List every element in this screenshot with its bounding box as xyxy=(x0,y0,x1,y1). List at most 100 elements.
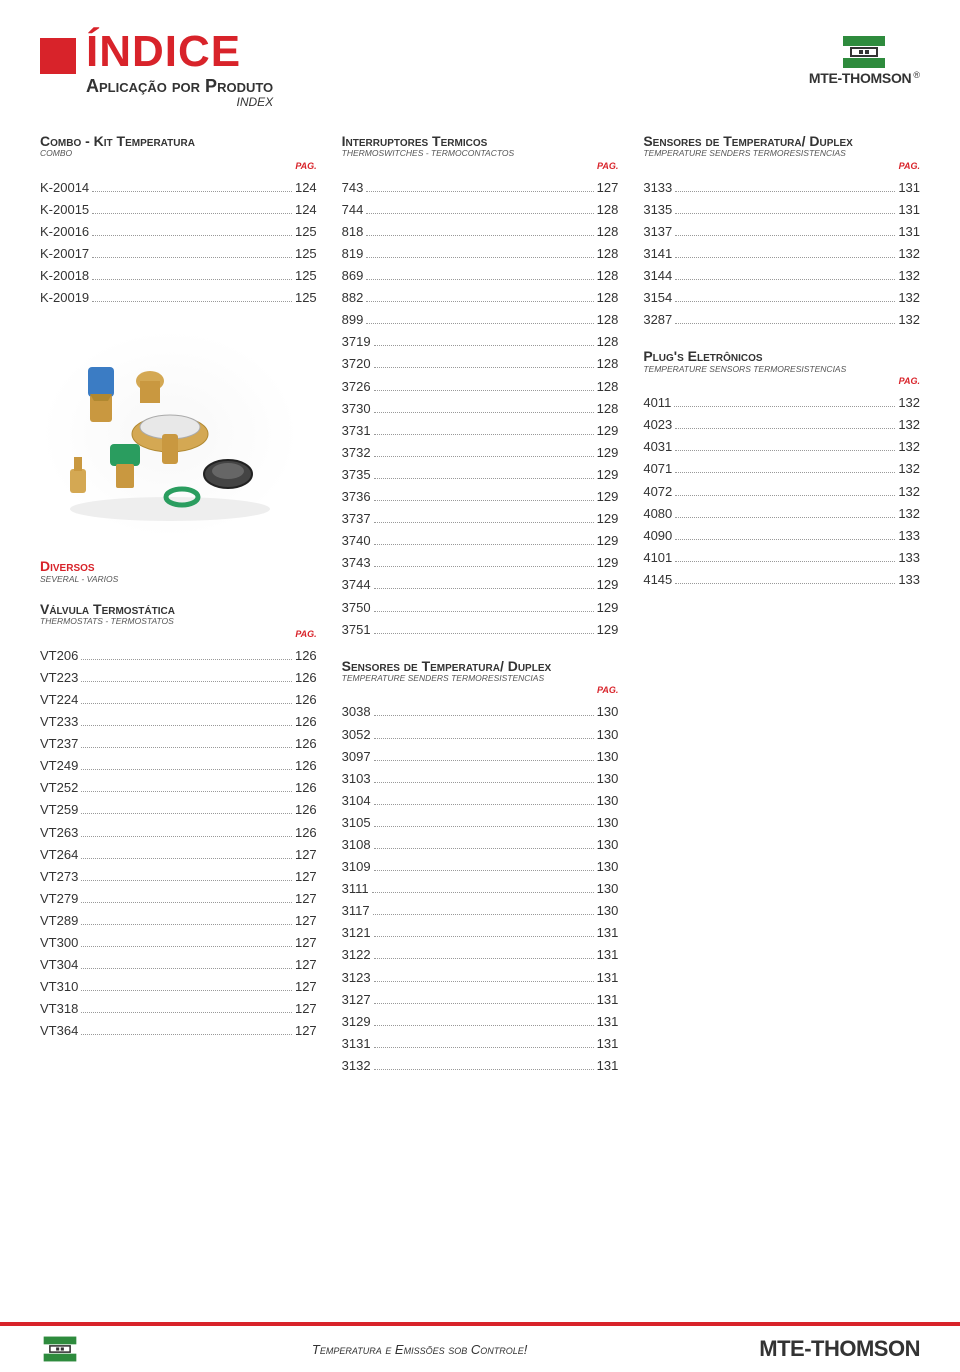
index-label: 4011 xyxy=(643,392,671,414)
index-dots xyxy=(675,257,895,258)
index-dots xyxy=(374,633,594,634)
index-dots xyxy=(81,747,292,748)
index-page: 127 xyxy=(295,932,317,954)
index-label: K-20019 xyxy=(40,287,89,309)
index-label: VT279 xyxy=(40,888,78,910)
index-dots xyxy=(81,791,292,792)
index-label: 3111 xyxy=(342,878,369,900)
index-label: 3730 xyxy=(342,398,371,420)
index-label: VT304 xyxy=(40,954,78,976)
index-label: 882 xyxy=(342,287,364,309)
index-dots xyxy=(81,902,292,903)
brand-logo: MTE-THOMSON® xyxy=(809,34,920,88)
index-label: 3133 xyxy=(643,177,672,199)
index-label: 3744 xyxy=(342,574,371,596)
index-page: 128 xyxy=(597,376,619,398)
index-dots xyxy=(675,472,895,473)
index-row: VT233126 xyxy=(40,711,317,733)
index-row: 3123131 xyxy=(342,967,619,989)
index-dots xyxy=(675,301,895,302)
trademark-symbol: ® xyxy=(913,70,920,80)
index-row: 3104130 xyxy=(342,790,619,812)
index-row: VT224126 xyxy=(40,689,317,711)
content-columns: Combo - Kit Temperatura COMBO PAG. K-200… xyxy=(40,134,920,1095)
index-label: 3052 xyxy=(342,724,371,746)
index-dots xyxy=(374,760,594,761)
index-dots xyxy=(92,279,292,280)
index-page: 129 xyxy=(597,508,619,530)
pag-label: PAG. xyxy=(643,161,920,171)
index-page: 128 xyxy=(597,398,619,420)
index-dots xyxy=(374,390,594,391)
index-dots xyxy=(81,703,292,704)
index-page: 130 xyxy=(597,746,619,768)
pag-label: PAG. xyxy=(40,629,317,639)
index-row: VT249126 xyxy=(40,755,317,777)
index-row: 4072132 xyxy=(643,481,920,503)
index-label: 3103 xyxy=(342,768,371,790)
index-dots xyxy=(675,428,895,429)
index-row: VT304127 xyxy=(40,954,317,976)
index-row: 3730 128 xyxy=(342,398,619,420)
index-page: 127 xyxy=(295,888,317,910)
index-dots xyxy=(92,301,292,302)
index-page: 124 xyxy=(295,199,317,221)
section-sub: TEMPERATURE SENDERS TERMORESISTENCIAS xyxy=(342,674,619,683)
index-page: 127 xyxy=(295,910,317,932)
index-page: 132 xyxy=(898,503,920,525)
index-label: VT289 xyxy=(40,910,78,932)
section-valvula: Válvula Termostática THERMOSTATS - TERMO… xyxy=(40,602,317,1042)
index-label: 3732 xyxy=(342,442,371,464)
index-label: 4090 xyxy=(643,525,672,547)
index-row: 3736129 xyxy=(342,486,619,508)
index-dots xyxy=(81,880,292,881)
index-row: 3097130 xyxy=(342,746,619,768)
index-page: 125 xyxy=(295,287,317,309)
index-label: 3127 xyxy=(342,989,371,1011)
index-page: 130 xyxy=(597,724,619,746)
index-row: 743127 xyxy=(342,177,619,199)
index-row: K-20019 125 xyxy=(40,287,317,309)
index-dots xyxy=(675,539,895,540)
index-label: 3719 xyxy=(342,331,371,353)
index-row: 3732129 xyxy=(342,442,619,464)
index-dots xyxy=(374,1003,594,1004)
index-dots xyxy=(366,323,593,324)
index-row: VT223126 xyxy=(40,667,317,689)
index-dots xyxy=(374,715,594,716)
index-row: VT318127 xyxy=(40,998,317,1020)
index-dots xyxy=(675,517,895,518)
index-dots xyxy=(675,235,895,236)
section-title: Sensores de Temperatura/ Duplex xyxy=(643,134,920,149)
index-row: 3737129 xyxy=(342,508,619,530)
index-row: 744128 xyxy=(342,199,619,221)
index-page: 130 xyxy=(597,856,619,878)
index-page: 131 xyxy=(597,989,619,1011)
index-page: 131 xyxy=(898,221,920,243)
index-list: 7431277441288181288191288691288821288991… xyxy=(342,177,619,641)
index-row: 3121131 xyxy=(342,922,619,944)
index-page: 132 xyxy=(898,243,920,265)
index-row: 3127 131 xyxy=(342,989,619,1011)
index-label: VT206 xyxy=(40,645,78,667)
index-dots xyxy=(374,936,594,937)
index-row: VT263126 xyxy=(40,822,317,844)
index-page: 132 xyxy=(898,309,920,331)
index-row: 3744129 xyxy=(342,574,619,596)
section-title: Interruptores Termicos xyxy=(342,134,619,149)
index-label: VT263 xyxy=(40,822,78,844)
index-label: VT223 xyxy=(40,667,78,689)
index-dots xyxy=(81,858,292,859)
index-page: 125 xyxy=(295,265,317,287)
index-page: 125 xyxy=(295,221,317,243)
pag-label: PAG. xyxy=(643,376,920,386)
index-label: VT233 xyxy=(40,711,78,733)
index-row: 4080132 xyxy=(643,503,920,525)
index-row: 3129131 xyxy=(342,1011,619,1033)
index-label: 743 xyxy=(342,177,364,199)
index-page: 130 xyxy=(597,812,619,834)
index-label: VT237 xyxy=(40,733,78,755)
section-interruptores: Interruptores Termicos THERMOSWITCHES - … xyxy=(342,134,619,641)
index-dots xyxy=(675,561,895,562)
index-dots xyxy=(374,345,594,346)
